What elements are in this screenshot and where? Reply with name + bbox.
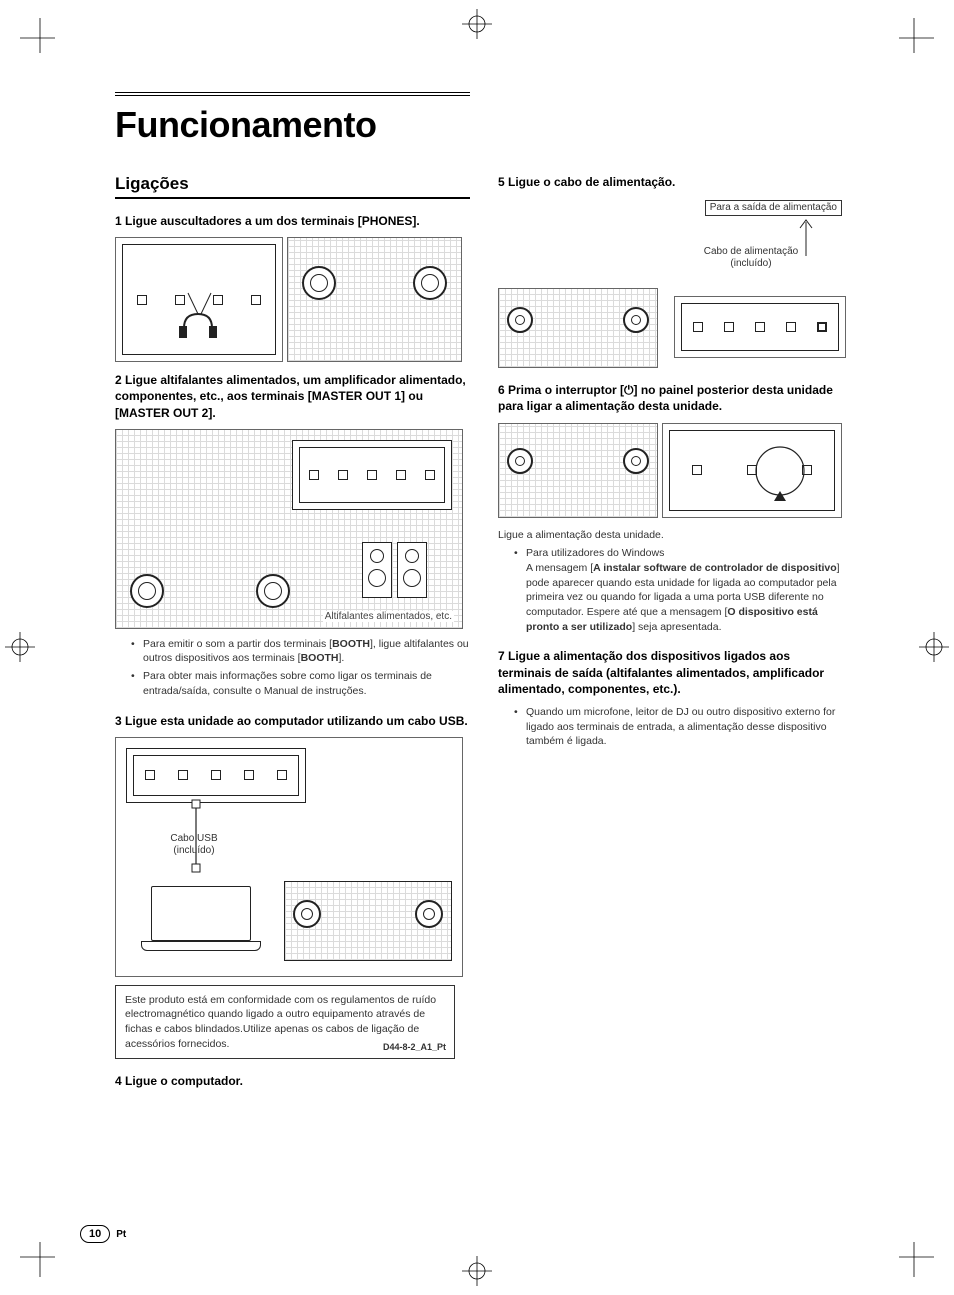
main-title: Funcionamento	[115, 104, 840, 146]
step-2-heading: 2 Ligue altifalantes alimentados, um amp…	[115, 372, 470, 421]
fig6-controller	[498, 423, 658, 518]
fig3-controller	[284, 881, 452, 961]
included-label: (incluído)	[154, 845, 234, 857]
bold: BOOTH	[332, 638, 370, 650]
headphone-icon	[116, 238, 282, 361]
fig3-label: Cabo USB (incluído)	[154, 833, 234, 857]
step-5-heading: 5 Ligue o cabo de alimentação.	[498, 174, 846, 190]
text: Para obter mais informações sobre como l…	[143, 670, 432, 697]
step7-bullet-1: Quando um microfone, leitor de DJ ou out…	[526, 705, 846, 749]
step-1-heading: 1 Ligue auscultadores a um dos terminais…	[115, 213, 470, 229]
fig6-rear-power	[662, 423, 842, 518]
title-rule	[115, 92, 470, 96]
page-content: Funcionamento Ligações 1 Ligue auscultad…	[115, 92, 840, 1098]
fig1-front-panel	[115, 237, 283, 362]
two-column-layout: Ligações 1 Ligue auscultadores a um dos …	[115, 174, 840, 1098]
step6-bullet-1: Para utilizadores do Windows A mensagem …	[526, 546, 846, 634]
step-6-heading: 6 Prima o interruptor [⏻] no painel post…	[498, 382, 846, 414]
fig5-cable-label: Cabo de alimentação (incluído)	[686, 246, 816, 270]
note-code: D44-8-2_A1_Pt	[383, 1041, 446, 1054]
step-7-heading: 7 Ligue a alimentação dos dispositivos l…	[498, 648, 846, 697]
bold: A instalar software de controlador de di…	[593, 562, 837, 574]
speaker-left-icon	[362, 542, 392, 598]
figure-3: Cabo USB (incluído)	[115, 737, 463, 977]
bold: BOOTH	[301, 652, 339, 664]
speaker-right-icon	[397, 542, 427, 598]
fig5-rear	[674, 296, 846, 358]
text: ] seja apresentada.	[632, 621, 721, 633]
text: A mensagem [	[526, 562, 593, 574]
figure-1	[115, 237, 470, 362]
step-7-bullets: Quando um microfone, leitor de DJ ou out…	[498, 705, 846, 749]
page-number-badge: 10 Pt	[80, 1225, 126, 1243]
fig5-controller	[498, 288, 658, 368]
usb-cable-label: Cabo USB	[154, 833, 234, 845]
text: ].	[339, 652, 345, 664]
power-cable-label: Cabo de alimentação	[686, 246, 816, 258]
step6-intro: Ligue a alimentação desta unidade.	[498, 528, 846, 543]
fig2-rear-inset	[292, 440, 452, 510]
figure-6	[498, 423, 846, 518]
figure-2: Altifalantes alimentados, etc.	[115, 429, 463, 629]
right-column: 5 Ligue o cabo de alimentação. Para a sa…	[498, 174, 846, 1098]
fig2-caption: Altifalantes alimentados, etc.	[323, 611, 454, 622]
step-3-heading: 3 Ligue esta unidade ao computador utili…	[115, 713, 470, 729]
step-4-heading: 4 Ligue o computador.	[115, 1073, 470, 1089]
left-column: Ligações 1 Ligue auscultadores a um dos …	[115, 174, 470, 1098]
step2-bullet-1: Para emitir o som a partir dos terminais…	[143, 637, 470, 666]
laptop-icon	[141, 886, 261, 956]
compliance-note: Este produto está em conformidade com os…	[115, 985, 455, 1060]
step-6-bullets: Para utilizadores do Windows A mensagem …	[498, 546, 846, 634]
included-label: (incluído)	[686, 258, 816, 270]
page-language: Pt	[116, 1229, 126, 1240]
windows-message-text: A mensagem [A instalar software de contr…	[526, 561, 846, 634]
section-title: Ligações	[115, 174, 470, 199]
fig5-outlet-label: Para a saída de alimentação	[705, 200, 842, 216]
figure-5: Para a saída de alimentação Cabo de alim…	[498, 198, 846, 368]
windows-users-label: Para utilizadores do Windows	[526, 546, 846, 561]
step-2-bullets: Para emitir o som a partir dos terminais…	[115, 637, 470, 699]
page-number: 10	[80, 1225, 110, 1243]
text: Para emitir o som a partir dos terminais…	[143, 638, 332, 650]
power-switch-callout	[662, 423, 842, 518]
fig1-controller-top	[287, 237, 462, 362]
step2-bullet-2: Para obter mais informações sobre como l…	[143, 669, 470, 698]
